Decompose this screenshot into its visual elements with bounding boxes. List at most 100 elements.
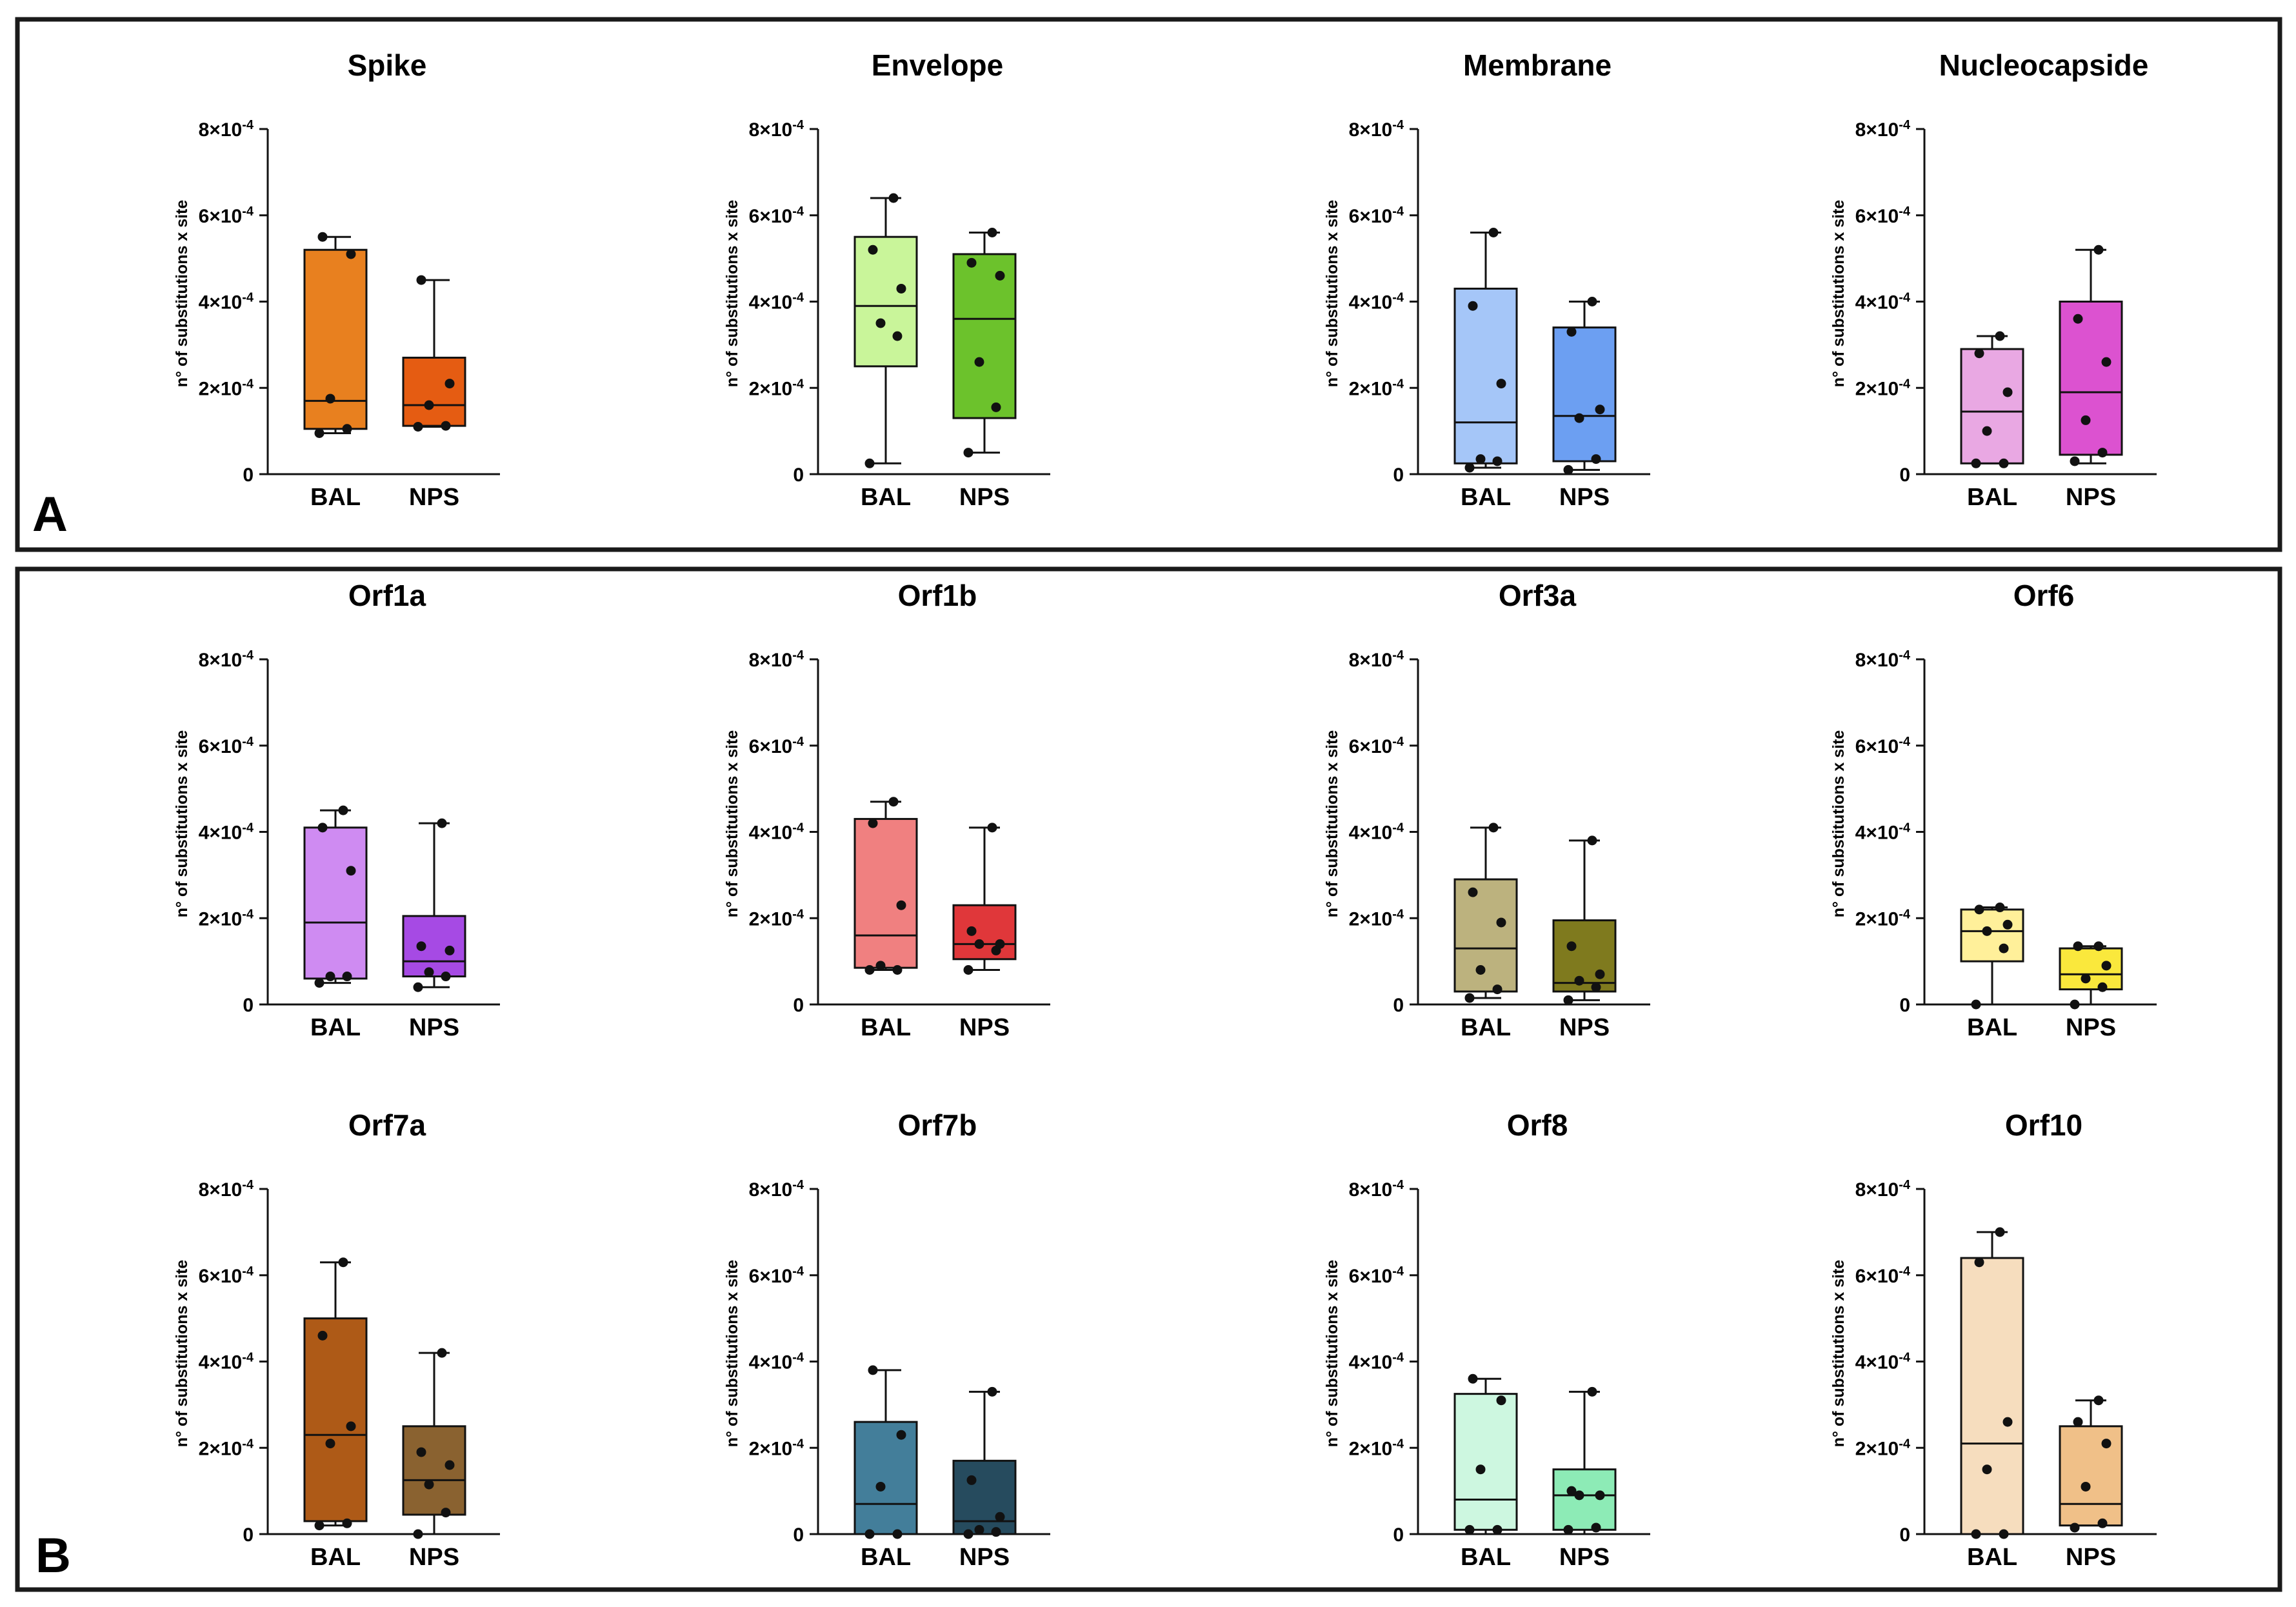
y-tick-exponent: -4: [1899, 907, 1911, 921]
y-axis-label: n° of substitutions x site: [1830, 200, 1848, 388]
y-tick-exponent: -4: [242, 1178, 254, 1192]
y-tick-base: 0: [1393, 1524, 1404, 1546]
y-tick-label: 6×10-4: [749, 1264, 804, 1287]
data-point: [1587, 1386, 1597, 1397]
y-tick-label: 0: [793, 1524, 804, 1546]
y-tick-base: 2×10: [1855, 378, 1899, 399]
y-tick-base: 2×10: [1349, 1438, 1393, 1459]
panel-b-border: [15, 566, 2282, 1592]
y-tick-base: 6×10: [199, 1266, 243, 1287]
data-point: [963, 1529, 973, 1539]
y-tick-exponent: -4: [242, 1264, 254, 1279]
y-tick-base: 4×10: [1855, 1352, 1899, 1373]
box-bal: BAL: [303, 805, 368, 1041]
data-point: [963, 448, 973, 458]
y-tick-label: 2×10-4: [1855, 1437, 1911, 1459]
box-rect: [303, 248, 368, 430]
y-tick-base: 8×10: [749, 650, 793, 671]
category-label: NPS: [2066, 484, 2116, 511]
box-rect: [402, 1425, 466, 1516]
y-tick-label: 6×10-4: [199, 1264, 254, 1287]
y-tick-base: 8×10: [199, 1179, 243, 1201]
data-point: [892, 1529, 903, 1539]
data-point: [966, 257, 977, 268]
chart-title: Membrane: [1463, 48, 1612, 82]
y-tick-label: 0: [1899, 1524, 1910, 1546]
data-point: [2073, 941, 2083, 952]
y-tick-label: 2×10-4: [749, 377, 804, 399]
y-tick-exponent: -4: [1899, 291, 1911, 305]
data-point: [1475, 454, 1486, 464]
y-tick-label: 0: [793, 995, 804, 1016]
box-rect: [1453, 878, 1518, 993]
y-tick-exponent: -4: [242, 1351, 254, 1365]
data-point: [1971, 999, 1981, 1010]
data-point: [342, 1518, 352, 1528]
box-nps: NPS: [402, 818, 466, 1041]
y-tick-base: 8×10: [1855, 119, 1899, 141]
y-tick-exponent: -4: [1899, 377, 1911, 391]
y-tick-label: 2×10-4: [199, 377, 254, 399]
y-tick-base: 4×10: [199, 1352, 243, 1373]
data-point: [338, 805, 348, 815]
category-label: BAL: [310, 484, 361, 511]
y-axis-label: n° of substitutions x site: [1830, 1260, 1848, 1448]
y-tick-base: 6×10: [1349, 736, 1393, 757]
data-point: [963, 965, 973, 975]
y-tick-exponent: -4: [242, 1437, 254, 1451]
y-tick-base: 0: [793, 995, 804, 1016]
box-rect: [303, 826, 368, 980]
y-tick-label: 6×10-4: [749, 735, 804, 757]
y-tick-base: 6×10: [1349, 206, 1393, 227]
chart-title: Orf1a: [348, 579, 426, 612]
data-point: [1982, 426, 1992, 436]
data-point: [1464, 993, 1475, 1003]
data-point: [987, 228, 997, 237]
y-tick-label: 4×10-4: [1855, 821, 1911, 844]
data-point: [1468, 887, 1478, 897]
data-point: [2070, 999, 2080, 1010]
box-nps: NPS: [952, 228, 1017, 511]
y-tick-exponent: -4: [242, 377, 254, 391]
box-rect: [854, 817, 918, 969]
data-point: [987, 823, 997, 833]
chart-title: Envelope: [872, 48, 1004, 82]
data-point: [1595, 1490, 1605, 1501]
data-point: [1999, 943, 2009, 953]
data-point: [1563, 995, 1573, 1005]
data-point: [1982, 1464, 1992, 1475]
y-tick-exponent: -4: [1392, 118, 1404, 132]
data-point: [974, 1524, 984, 1535]
box-bal: BAL: [1453, 823, 1518, 1041]
y-tick-exponent: -4: [242, 291, 254, 305]
y-tick-base: 0: [243, 1524, 254, 1546]
data-point: [1496, 917, 1506, 928]
box-nps: NPS: [952, 1386, 1017, 1571]
data-point: [346, 1421, 356, 1432]
box-nps: NPS: [1552, 835, 1617, 1041]
data-point: [338, 1257, 348, 1268]
data-point: [325, 1439, 335, 1449]
data-point: [991, 1527, 1001, 1537]
y-tick-base: 6×10: [199, 736, 243, 757]
data-point: [317, 1330, 328, 1341]
box-bal: BAL: [1453, 1373, 1518, 1571]
y-tick-exponent: -4: [792, 205, 804, 219]
data-point: [325, 394, 335, 404]
data-point: [1974, 904, 1984, 915]
y-tick-label: 4×10-4: [1349, 291, 1404, 314]
box-bal: BAL: [303, 232, 368, 511]
data-point: [2070, 456, 2080, 466]
data-point: [1566, 941, 1577, 952]
y-tick-base: 8×10: [1349, 650, 1393, 671]
chart-nucleocapside: Nucleocapside n° of substitutions x site 0…: [1830, 48, 2157, 511]
box-nps: NPS: [952, 823, 1017, 1041]
data-point: [1595, 404, 1605, 415]
y-tick-label: 6×10-4: [1855, 1264, 1911, 1287]
y-tick-base: 4×10: [1855, 823, 1899, 844]
